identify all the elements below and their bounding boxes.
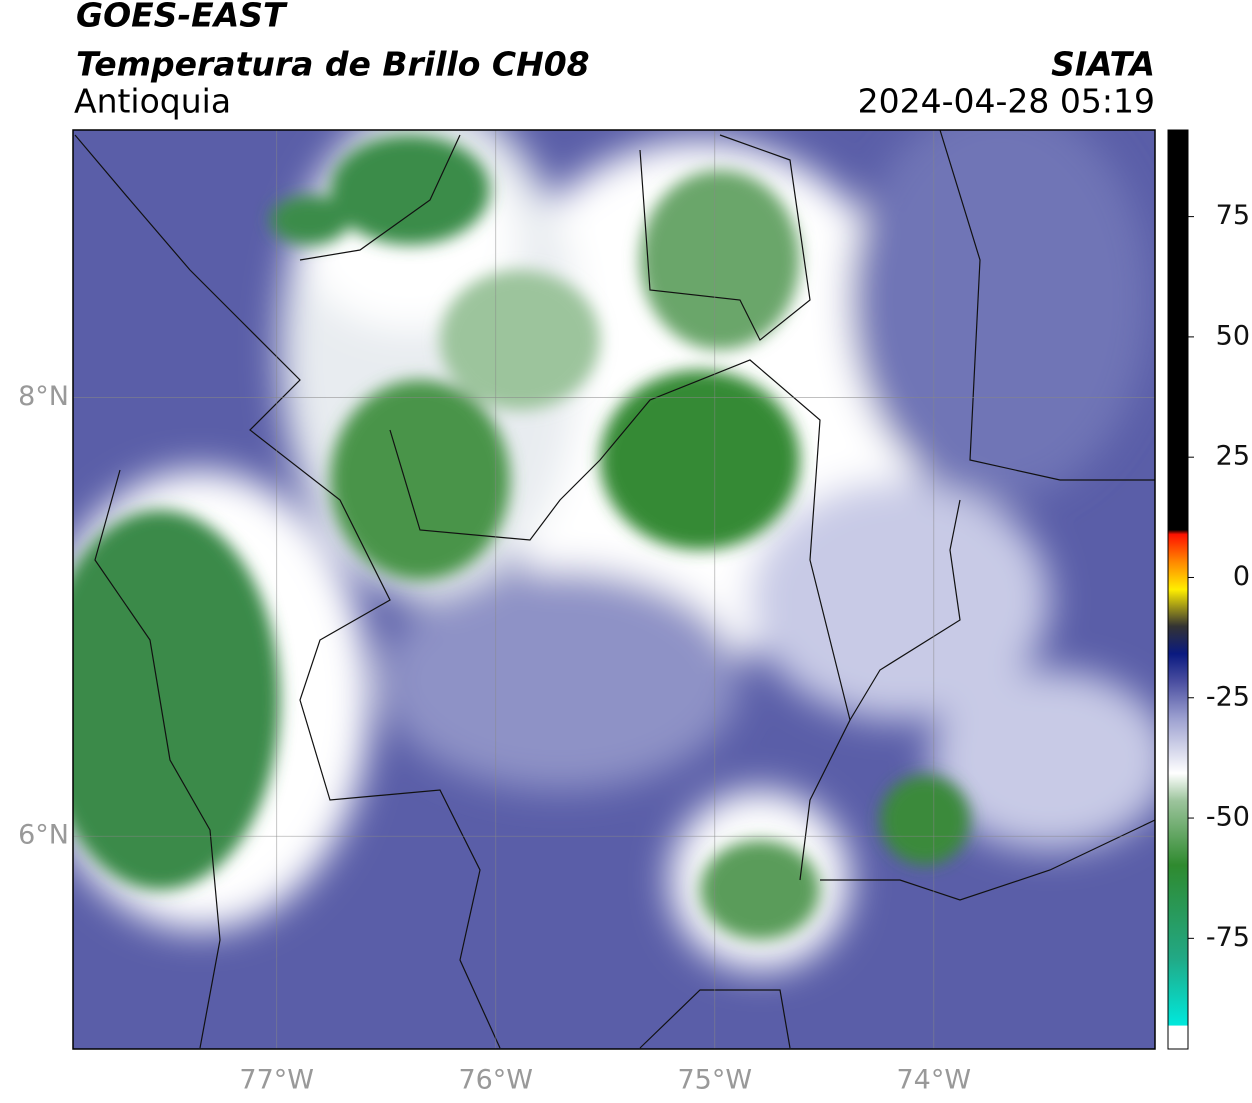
timestamp: 2024-04-28 05:19: [858, 82, 1155, 121]
satellite-image: [73, 130, 1155, 1049]
colorbar: [1167, 129, 1189, 1050]
region: Antioquia: [74, 82, 231, 121]
colorbar-label: 50: [1216, 320, 1250, 351]
lat-label: 6°N: [18, 820, 69, 851]
colorbar-label: -50: [1206, 802, 1250, 833]
colorbar-label: 25: [1216, 441, 1250, 472]
colorbar-label: 0: [1233, 561, 1250, 592]
title: GOES-EAST: [76, 0, 288, 35]
source: SIATA: [1051, 45, 1155, 84]
subtitle: Temperatura de Brillo CH08: [76, 45, 590, 84]
colorbar-label: -75: [1206, 922, 1250, 953]
map-frame: [72, 129, 1156, 1050]
colorbar-label: -25: [1206, 681, 1250, 712]
lon-label: 76°W: [458, 1065, 533, 1096]
lon-label: 77°W: [239, 1065, 314, 1096]
colorbar-label: 75: [1216, 200, 1250, 231]
lat-label: 8°N: [18, 381, 69, 412]
lon-label: 75°W: [677, 1065, 752, 1096]
lon-label: 74°W: [897, 1065, 972, 1096]
